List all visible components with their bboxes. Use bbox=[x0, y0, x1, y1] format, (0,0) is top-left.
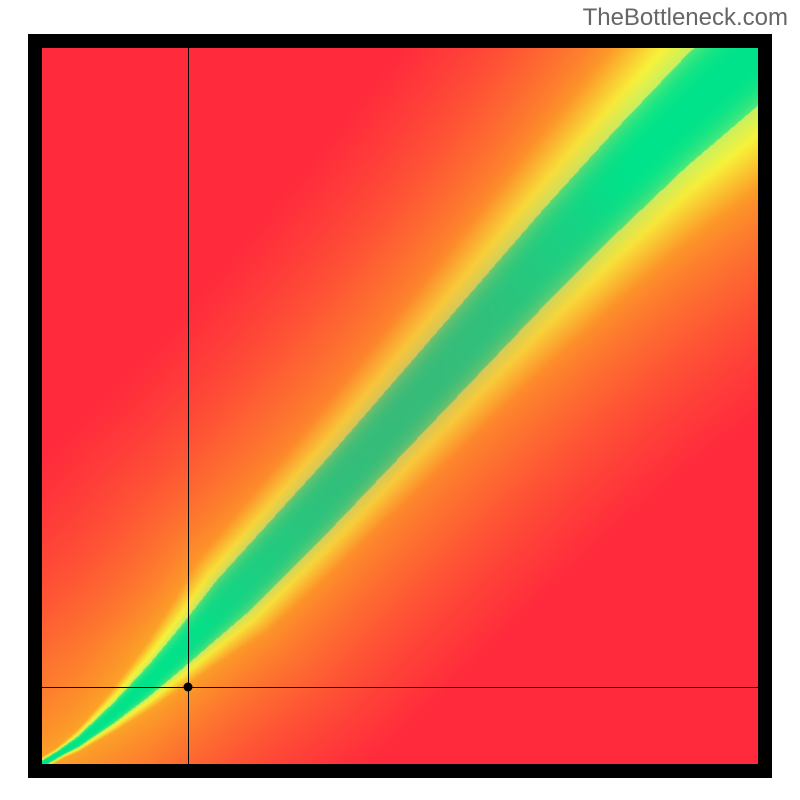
chart-frame bbox=[28, 34, 772, 778]
chart-container: TheBottleneck.com bbox=[0, 0, 800, 800]
plot-area bbox=[42, 48, 758, 764]
crosshair-dot bbox=[184, 682, 193, 691]
crosshair-horizontal bbox=[42, 687, 758, 688]
watermark-text: TheBottleneck.com bbox=[583, 4, 788, 32]
heatmap-canvas bbox=[42, 48, 758, 764]
crosshair-vertical bbox=[188, 48, 189, 764]
